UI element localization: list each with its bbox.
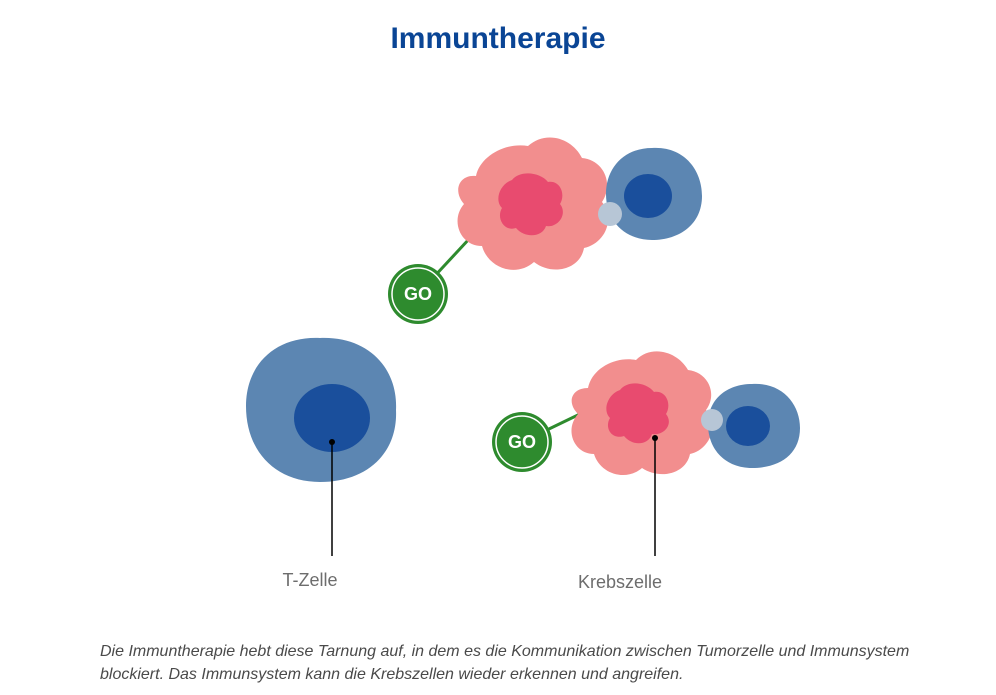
t-cell-bottom-right: [701, 384, 800, 468]
receptor-icon: [701, 409, 723, 431]
go-label: GO: [508, 432, 536, 452]
diagram-caption: Die Immuntherapie hebt diese Tarnung auf…: [100, 640, 920, 686]
go-signal-bottom: GO: [492, 412, 552, 472]
go-signal-top: GO: [388, 264, 448, 324]
t-cell-top-right: [598, 148, 702, 240]
t-cell-large: [246, 338, 396, 482]
cancer-cell-bottom: [571, 351, 712, 475]
label-t-cell: T-Zelle: [230, 570, 390, 591]
receptor-icon: [598, 202, 622, 226]
label-cancer-cell: Krebszelle: [540, 572, 700, 593]
immunotherapy-diagram: GO GO: [0, 0, 996, 695]
go-label: GO: [404, 284, 432, 304]
cancer-cell-top: [458, 137, 609, 269]
